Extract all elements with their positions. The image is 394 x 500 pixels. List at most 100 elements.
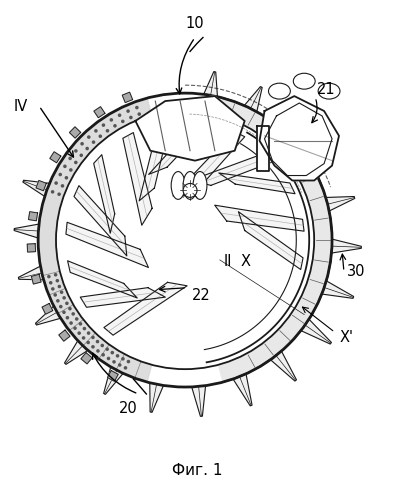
Circle shape [102,124,105,127]
Circle shape [58,192,61,196]
Circle shape [63,164,67,168]
Circle shape [80,154,83,157]
Circle shape [126,360,130,364]
Circle shape [98,134,102,138]
Polygon shape [28,212,37,221]
Circle shape [49,281,52,284]
Circle shape [83,327,86,330]
Circle shape [47,275,51,278]
Circle shape [87,136,91,139]
Polygon shape [68,261,137,298]
Circle shape [69,322,73,325]
Circle shape [118,114,121,117]
Circle shape [65,302,69,305]
Circle shape [100,344,104,347]
Circle shape [69,168,72,172]
Circle shape [59,305,63,308]
Polygon shape [108,370,118,382]
Circle shape [56,279,59,282]
Circle shape [92,140,95,144]
Polygon shape [149,122,209,174]
Polygon shape [192,386,206,416]
Text: 21: 21 [317,82,336,96]
Text: X': X' [340,330,354,345]
Ellipse shape [193,172,207,200]
Text: 10: 10 [186,16,204,31]
Circle shape [87,332,90,335]
Polygon shape [271,351,296,381]
Ellipse shape [183,172,197,200]
Polygon shape [59,330,70,341]
Polygon shape [322,281,354,298]
Circle shape [66,316,69,320]
Circle shape [58,173,62,176]
Polygon shape [139,122,170,201]
Polygon shape [136,96,245,160]
Polygon shape [14,224,39,238]
Circle shape [86,340,90,344]
Circle shape [68,156,72,160]
Polygon shape [35,306,61,325]
Polygon shape [256,126,269,170]
Circle shape [82,336,85,340]
Polygon shape [260,96,339,180]
Circle shape [61,184,64,188]
Polygon shape [94,106,105,118]
Polygon shape [19,266,43,280]
Circle shape [129,116,133,119]
Circle shape [65,176,68,180]
Circle shape [96,340,99,344]
Polygon shape [50,152,61,163]
Polygon shape [81,352,92,364]
Polygon shape [122,92,133,102]
Polygon shape [32,274,41,284]
Polygon shape [27,244,35,252]
Circle shape [110,351,114,354]
Polygon shape [215,205,304,231]
Circle shape [106,129,109,132]
Polygon shape [104,367,123,394]
Circle shape [106,348,109,351]
Polygon shape [244,86,262,112]
Circle shape [68,307,72,310]
Circle shape [75,317,78,320]
Polygon shape [23,180,49,196]
Circle shape [79,322,82,326]
Circle shape [54,273,58,276]
Circle shape [116,354,119,358]
Polygon shape [69,127,81,138]
Ellipse shape [293,74,315,89]
Polygon shape [38,98,152,382]
Text: II: II [223,254,232,270]
Text: Фиг. 1: Фиг. 1 [172,463,222,478]
Polygon shape [36,180,46,190]
Polygon shape [238,212,303,270]
Circle shape [80,142,84,146]
Circle shape [73,326,77,330]
Polygon shape [332,239,361,253]
Polygon shape [74,186,127,256]
Polygon shape [233,374,252,406]
Text: 22: 22 [192,288,211,303]
Polygon shape [94,154,115,233]
Circle shape [62,310,66,314]
Circle shape [51,190,54,194]
Polygon shape [104,282,187,335]
Text: 30: 30 [347,264,366,280]
Circle shape [85,146,89,150]
Ellipse shape [268,83,290,99]
Circle shape [74,149,78,152]
Polygon shape [66,222,149,268]
Circle shape [112,360,116,364]
Circle shape [124,366,127,370]
Polygon shape [219,173,295,194]
Polygon shape [280,114,303,137]
Polygon shape [150,383,164,412]
Circle shape [71,312,75,316]
Circle shape [126,110,130,113]
Circle shape [183,184,197,198]
Circle shape [91,345,95,348]
Polygon shape [219,98,332,382]
Circle shape [54,182,58,185]
Circle shape [58,284,61,288]
